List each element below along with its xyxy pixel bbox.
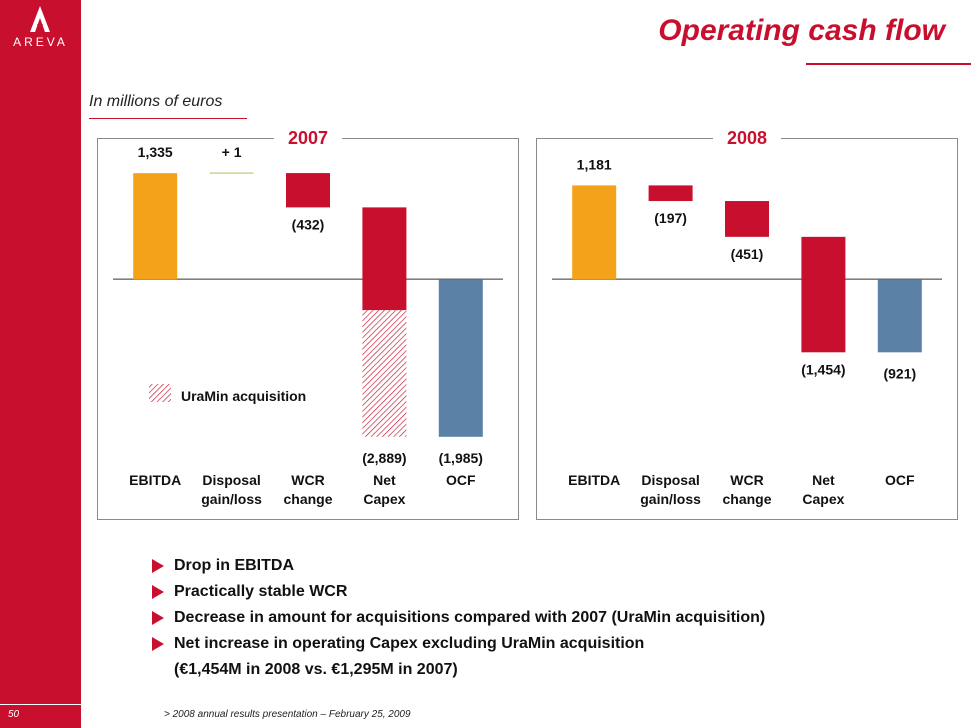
brand-name: AREVA bbox=[13, 35, 68, 49]
subtitle-underline bbox=[89, 118, 247, 119]
bar-net-capex bbox=[362, 207, 407, 311]
legend-label: UraMin acquisition bbox=[181, 388, 306, 404]
category-label: Disposal bbox=[641, 472, 699, 488]
bullet-text-line: Net increase in operating Capex excludin… bbox=[174, 635, 645, 652]
category-label: WCR bbox=[730, 472, 763, 488]
bar-wcr-change bbox=[286, 173, 330, 208]
legend-swatch bbox=[149, 384, 171, 402]
triangle-bullet-icon bbox=[152, 585, 164, 599]
category-label: OCF bbox=[885, 472, 915, 488]
value-label: (1,454) bbox=[801, 361, 845, 377]
category-label: EBITDA bbox=[568, 472, 620, 488]
bullet-item: Drop in EBITDA bbox=[152, 553, 765, 579]
page-number: 50 bbox=[8, 709, 20, 720]
bar-net-capex-uramin bbox=[362, 310, 407, 437]
bar-ebitda bbox=[133, 173, 178, 280]
category-label: Disposal bbox=[202, 472, 260, 488]
value-label: (921) bbox=[883, 365, 916, 381]
value-label: (1,985) bbox=[439, 450, 483, 466]
panel-title: 2007 bbox=[288, 128, 328, 148]
value-label: (197) bbox=[654, 210, 687, 226]
category-label: gain/loss bbox=[201, 491, 262, 507]
category-label: Capex bbox=[363, 491, 405, 507]
bullet-list: Drop in EBITDA Practically stable WCR De… bbox=[152, 553, 765, 683]
bar-wcr-change bbox=[725, 201, 769, 237]
value-label: 1,181 bbox=[577, 156, 612, 172]
panel-title-gap bbox=[274, 134, 342, 142]
panel-title: 2008 bbox=[727, 128, 767, 148]
value-label: 1,335 bbox=[138, 144, 173, 160]
units-subtitle: In millions of euros bbox=[89, 93, 223, 110]
bar-ebitda bbox=[572, 185, 617, 280]
footer-text: > 2008 annual results presentation – Feb… bbox=[164, 709, 411, 720]
category-label: change bbox=[722, 491, 771, 507]
chart-panel-2007: 2007 1,335 EBITDA + 1 Disposal gain/loss (432)… bbox=[97, 128, 519, 520]
page-title: Operating cash flow bbox=[658, 14, 945, 47]
value-label: (2,889) bbox=[362, 450, 406, 466]
triangle-bullet-icon bbox=[152, 611, 164, 625]
bar-ocf bbox=[438, 279, 483, 437]
chart-panel-2008: 2008 1,181 EBITDA (197) Disposal gain/loss (45… bbox=[536, 128, 958, 520]
bar-net-capex bbox=[801, 236, 846, 353]
category-label: Capex bbox=[802, 491, 844, 507]
category-label: EBITDA bbox=[129, 472, 181, 488]
value-label: + 1 bbox=[222, 144, 242, 160]
footer-rule bbox=[0, 704, 460, 705]
bar-disposal-gain-loss bbox=[648, 185, 693, 202]
value-label: (451) bbox=[731, 246, 764, 262]
bullet-continuation: (€1,454M in 2008 vs. €1,295M in 2007) bbox=[174, 661, 458, 678]
bullet-text: Drop in EBITDA bbox=[174, 557, 294, 574]
areva-logo-icon bbox=[30, 6, 50, 32]
brand-sidebar bbox=[0, 0, 81, 728]
panel-title-gap bbox=[713, 134, 781, 142]
bullet-text: Practically stable WCR bbox=[174, 583, 348, 600]
triangle-bullet-icon bbox=[152, 637, 164, 651]
title-underline bbox=[806, 63, 971, 65]
bullet-item: Decrease in amount for acquisitions comp… bbox=[152, 605, 765, 631]
bullet-text: Net increase in operating Capex excludin… bbox=[174, 631, 644, 683]
category-label: WCR bbox=[291, 472, 324, 488]
category-label: Net bbox=[812, 472, 835, 488]
bullet-item: Practically stable WCR bbox=[152, 579, 765, 605]
category-label: Net bbox=[373, 472, 396, 488]
bullet-item: Net increase in operating Capex excludin… bbox=[152, 631, 765, 683]
value-label: (432) bbox=[292, 216, 325, 232]
category-label: change bbox=[283, 491, 332, 507]
category-label: OCF bbox=[446, 472, 476, 488]
bar-ocf bbox=[877, 279, 922, 353]
triangle-bullet-icon bbox=[152, 559, 164, 573]
bullet-text: Decrease in amount for acquisitions comp… bbox=[174, 609, 766, 626]
category-label: gain/loss bbox=[640, 491, 701, 507]
